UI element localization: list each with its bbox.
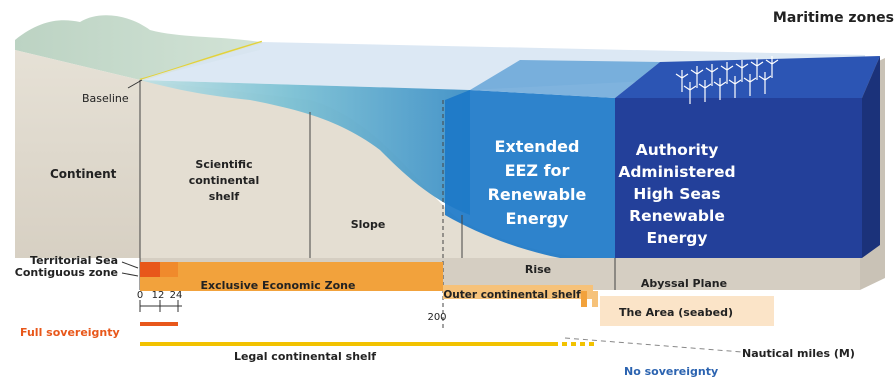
the-area-label: The Area (seabed) [619, 306, 733, 319]
scientific-shelf-label-2: continental [189, 174, 260, 187]
territorial-sea-band [140, 262, 160, 277]
ground-block [15, 50, 140, 258]
high-seas-line-2: Administered [618, 163, 735, 181]
outer-shelf-tick-2 [592, 291, 598, 307]
zone-dividers [139, 80, 616, 290]
no-sovereignty-label: No sovereignty [624, 365, 718, 378]
slope-label: Slope [351, 218, 386, 231]
eez-label: Exclusive Economic Zone [201, 279, 356, 292]
territorial-pointer [121, 261, 139, 269]
eez-band-upper [178, 262, 443, 291]
full-sovereignty-label: Full sovereignty [20, 326, 120, 339]
ground-block-main [140, 80, 860, 290]
high-seas-box [615, 98, 862, 258]
outer-shelf-tick-1 [581, 291, 587, 307]
high-seas-line-1: Authority [636, 141, 719, 159]
scale-tick-24-label: 24 [170, 290, 183, 301]
legal-shelf-label: Legal continental shelf [234, 350, 376, 363]
rise-label: Rise [525, 263, 551, 276]
extended-eez-line-2: EEZ for [505, 161, 570, 180]
extended-eez-top [470, 60, 660, 98]
scale-tick-200-label: 200 [427, 312, 446, 323]
scale-tick-12-label: 12 [152, 290, 165, 301]
area-band [600, 296, 774, 326]
contiguous-zone-label: Contiguous zone [15, 266, 118, 279]
scientific-shelf-label-1: Scientific [195, 158, 252, 171]
extended-eez-line-1: Extended [495, 137, 580, 156]
high-seas-line-5: Energy [647, 229, 708, 247]
baseline-pointer [127, 79, 143, 89]
contiguous-zone-band [160, 262, 178, 277]
continent-label: Continent [50, 167, 117, 181]
wind-turbines-icon [675, 56, 779, 104]
scale-tick-0-label: 0 [137, 290, 143, 301]
abyssal-plane-label: Abyssal Plane [641, 277, 727, 290]
outer-shelf-label: Outer continental shelf [443, 289, 581, 301]
territorial-sea-label: Territorial Sea [30, 254, 118, 267]
high-seas-side [862, 56, 880, 258]
high-seas-line-3: High Seas [633, 185, 720, 203]
high-seas-top [615, 56, 880, 98]
sea-water [140, 80, 470, 215]
extended-eez-line-4: Energy [506, 209, 570, 228]
outer-shelf-band [443, 285, 593, 299]
nautical-dashed-line [564, 337, 743, 353]
contiguous-pointer [121, 272, 139, 277]
extended-eez-line-3: Renewable [488, 185, 587, 204]
high-seas-line-4: Renewable [629, 207, 725, 225]
nautical-miles-label: Nautical miles (M) [742, 347, 855, 360]
extended-eez-box [445, 90, 615, 258]
scientific-shelf-label-3: shelf [209, 190, 240, 203]
page-title: Maritime zones [773, 10, 894, 26]
baseline-label: Baseline [82, 92, 129, 105]
